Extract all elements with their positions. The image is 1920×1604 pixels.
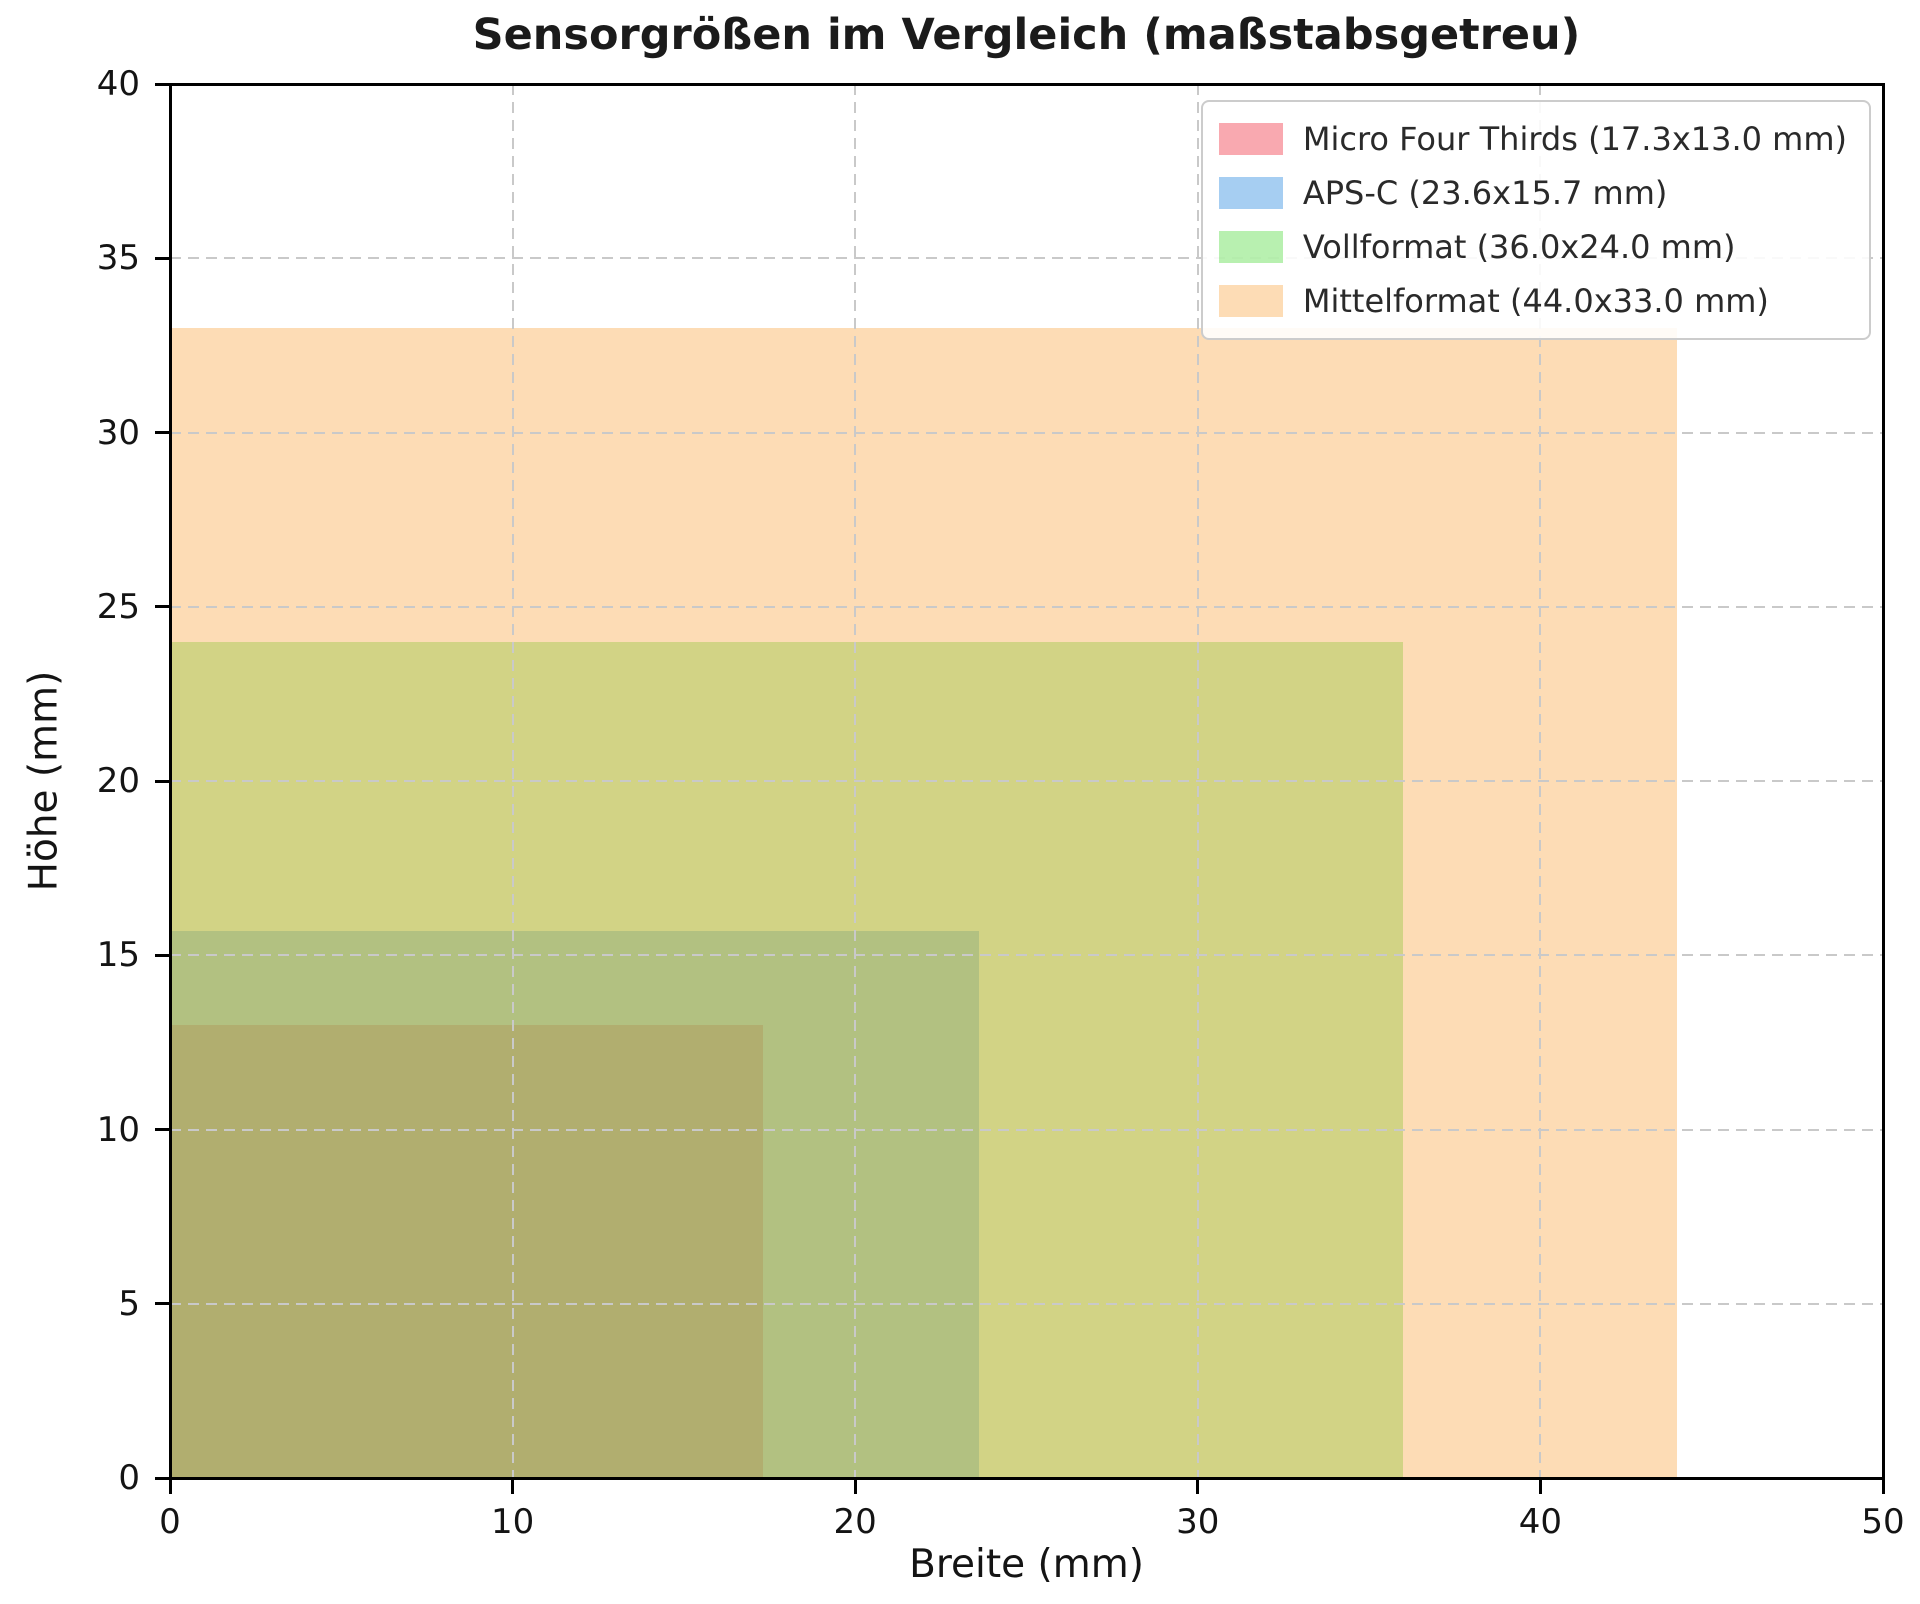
- legend-swatch-icon: [1218, 177, 1283, 209]
- legend-item: Micro Four Thirds (17.3x13.0 mm): [1217, 114, 1849, 164]
- y-tick-label-5: 5: [118, 1283, 140, 1324]
- x-tick-label-0: 0: [159, 1502, 181, 1542]
- legend-item: APS-C (23.6x15.7 mm): [1217, 168, 1849, 218]
- y-tick-0: [154, 1476, 169, 1480]
- y-tick-15: [154, 953, 169, 957]
- x-tick-label-10: 10: [490, 1502, 535, 1542]
- x-axis-label: Breite (mm): [909, 1542, 1144, 1587]
- legend-swatch-icon: [1218, 231, 1283, 263]
- gridline-y-30: [170, 431, 1883, 434]
- y-tick-30: [154, 431, 169, 434]
- y-tick-label-25: 25: [96, 586, 140, 627]
- x-tick-0: [168, 1479, 172, 1494]
- x-tick-label-50: 50: [1861, 1502, 1905, 1542]
- y-tick-5: [154, 1302, 169, 1306]
- legend-label: Vollformat (36.0x24.0 mm): [1302, 228, 1736, 266]
- y-tick-label-35: 35: [96, 238, 140, 279]
- legend-label: Mittelformat (44.0x33.0 mm): [1302, 282, 1769, 320]
- y-tick-label-40: 40: [96, 64, 140, 104]
- x-tick-20: [853, 1479, 857, 1494]
- legend: Micro Four Thirds (17.3x13.0 mm) APS-C (2…: [1200, 100, 1871, 340]
- gridline-y-35: [170, 257, 1883, 260]
- y-tick-label-10: 10: [96, 1109, 140, 1150]
- x-tick-50: [1881, 1479, 1885, 1494]
- x-tick-label-20: 20: [833, 1502, 877, 1542]
- legend-item: Vollformat (36.0x24.0 mm): [1217, 222, 1849, 272]
- gridline-y-10: [170, 1128, 1883, 1131]
- x-tick-40: [1538, 1479, 1542, 1494]
- y-tick-25: [154, 605, 169, 609]
- gridline-y-15: [170, 954, 1883, 957]
- y-tick-10: [154, 1128, 169, 1131]
- legend-swatch-icon: [1218, 123, 1283, 155]
- x-tick-label-30: 30: [1176, 1502, 1220, 1542]
- gridline-y-5: [170, 1302, 1883, 1305]
- x-tick-10: [511, 1479, 515, 1494]
- legend-label: APS-C (23.6x15.7 mm): [1302, 174, 1668, 212]
- x-tick-label-40: 40: [1518, 1502, 1563, 1542]
- y-tick-label-0: 0: [118, 1458, 140, 1498]
- y-tick-label-30: 30: [96, 412, 140, 453]
- sensor-rect-1: [170, 1024, 763, 1478]
- y-tick-40: [154, 82, 169, 86]
- y-tick-label-20: 20: [96, 761, 140, 801]
- x-tick-30: [1196, 1479, 1200, 1494]
- gridline-y-20: [170, 780, 1883, 782]
- y-tick-20: [154, 779, 169, 783]
- y-tick-label-15: 15: [96, 935, 140, 976]
- legend-label: Micro Four Thirds (17.3x13.0 mm): [1302, 120, 1847, 158]
- legend-item: Mittelformat (44.0x33.0 mm): [1217, 276, 1849, 326]
- sensor-rect-4: [170, 327, 1678, 1478]
- gridline-y-25: [170, 605, 1883, 608]
- chart-title: Sensorgrößen im Vergleich (maßstabsgetre…: [472, 10, 1581, 60]
- sensor-rect-2: [170, 930, 979, 1478]
- legend-swatch-icon: [1218, 285, 1283, 317]
- y-tick-35: [154, 256, 169, 260]
